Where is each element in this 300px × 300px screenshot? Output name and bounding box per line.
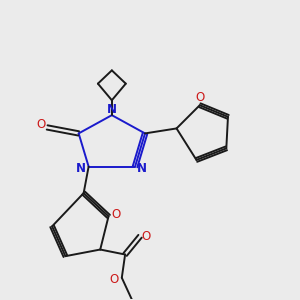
Text: N: N xyxy=(76,162,86,175)
Text: O: O xyxy=(141,230,151,243)
Text: O: O xyxy=(195,92,204,104)
Text: O: O xyxy=(37,118,46,131)
Text: O: O xyxy=(111,208,121,221)
Text: N: N xyxy=(137,162,147,175)
Text: N: N xyxy=(107,103,117,116)
Text: O: O xyxy=(110,273,119,286)
